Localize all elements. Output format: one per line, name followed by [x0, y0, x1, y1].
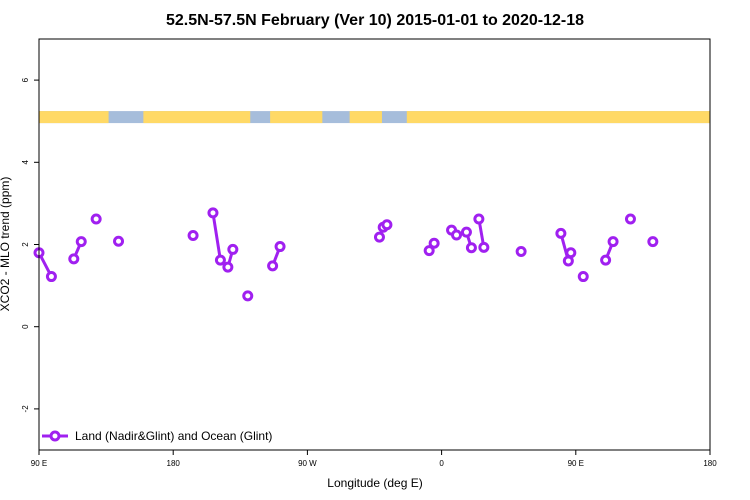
x-tick-label: 0 — [439, 459, 444, 468]
data-point — [381, 219, 393, 231]
data-point — [451, 229, 463, 241]
legend-marker-swatch — [49, 430, 61, 442]
data-point — [478, 241, 490, 253]
chart-title: 52.5N-57.5N February (Ver 10) 2015-01-01… — [166, 12, 584, 29]
y-axis-label: XCO2 - MLO trend (ppm) — [0, 177, 12, 312]
data-point — [565, 247, 577, 259]
data-point — [373, 231, 385, 243]
data-point — [75, 236, 87, 248]
legend: Land (Nadir&Glint) and Ocean (Glint) — [42, 429, 272, 443]
data-point — [113, 235, 125, 247]
data-point — [555, 227, 567, 239]
land-band-segment — [39, 111, 109, 124]
data-point — [222, 261, 234, 273]
x-axis: 90 E 180 90 W 0 90 E 180 — [31, 450, 717, 468]
data-point — [274, 241, 286, 253]
series-layer — [33, 207, 659, 302]
data-point — [207, 207, 219, 219]
y-tick-label: -2 — [21, 405, 30, 413]
data-point — [624, 213, 636, 225]
y-axis: -2 0 2 4 6 — [21, 77, 39, 412]
data-point — [465, 242, 477, 254]
land-band-segment — [406, 111, 710, 124]
land-ocean-band — [39, 111, 710, 124]
x-tick-label: 90 E — [31, 459, 47, 468]
data-point — [267, 260, 279, 272]
data-point — [68, 253, 80, 265]
y-tick-label: 6 — [21, 77, 30, 82]
data-point — [515, 245, 527, 257]
land-band-segment — [143, 111, 251, 124]
y-tick-label: 0 — [21, 324, 30, 329]
data-point — [214, 254, 226, 266]
land-band-segment — [270, 111, 323, 124]
data-point — [242, 290, 254, 302]
x-axis-label: Longitude (deg E) — [327, 476, 422, 490]
data-point — [428, 237, 440, 249]
data-point — [227, 243, 239, 255]
y-tick-label: 4 — [21, 160, 30, 165]
data-point — [473, 213, 485, 225]
x-tick-label: 90 W — [298, 459, 317, 468]
data-point — [460, 226, 472, 238]
x-tick-label: 180 — [703, 459, 717, 468]
data-point — [607, 236, 619, 248]
legend-label: Land (Nadir&Glint) and Ocean (Glint) — [75, 429, 272, 443]
x-tick-label: 90 E — [568, 459, 584, 468]
x-tick-label: 180 — [167, 459, 181, 468]
data-point — [423, 245, 435, 257]
land-band-segment — [349, 111, 382, 124]
y-tick-label: 2 — [21, 242, 30, 247]
data-point — [600, 254, 612, 266]
data-point — [187, 229, 199, 241]
data-point — [45, 271, 57, 283]
data-point — [90, 213, 102, 225]
data-point — [647, 236, 659, 248]
data-point — [577, 271, 589, 283]
